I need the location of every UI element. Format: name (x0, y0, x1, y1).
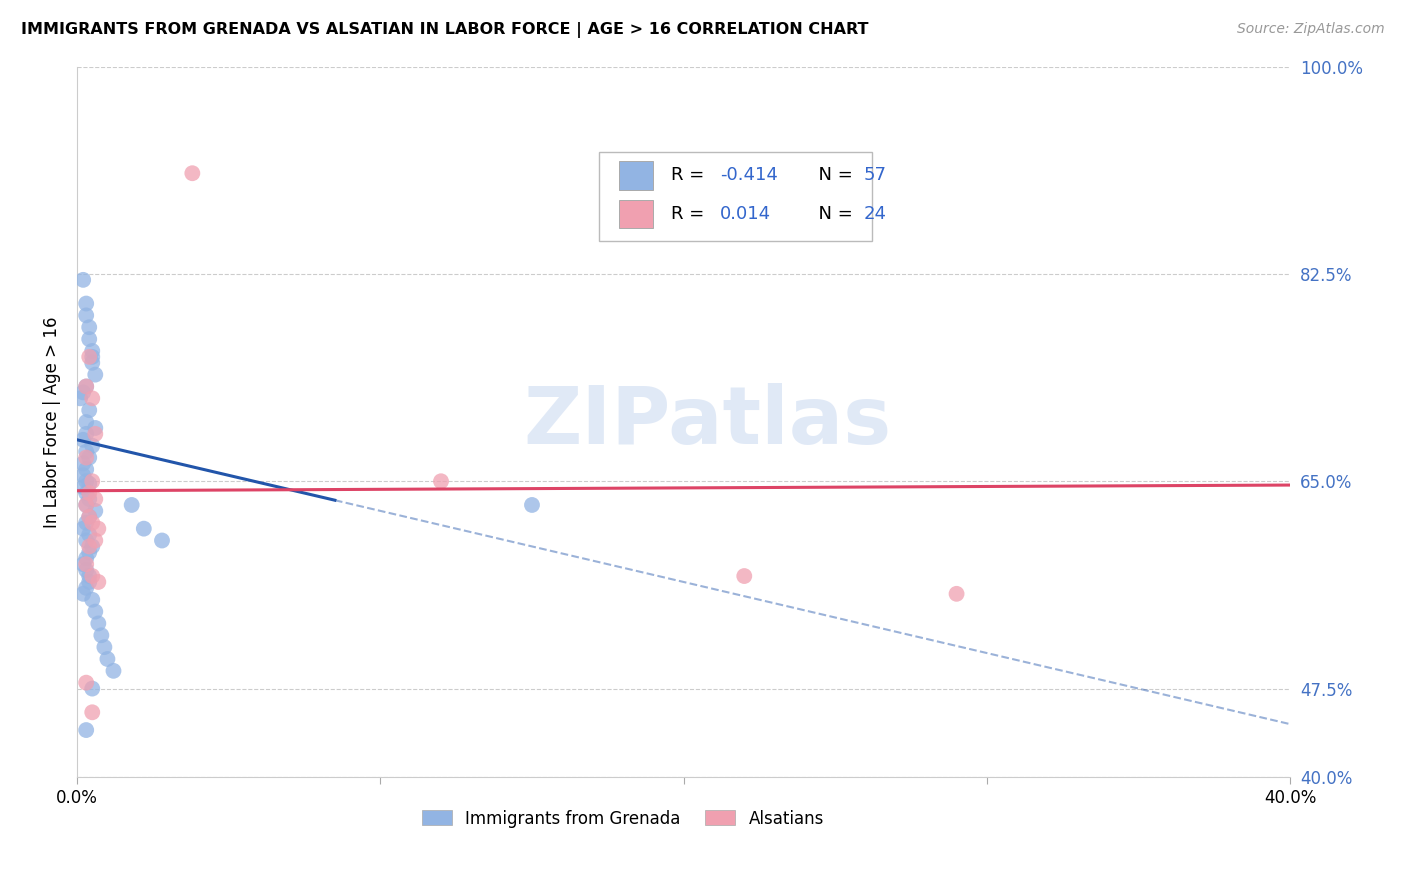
Point (82, 540, 104, 554)
Point (82, 592, 104, 607)
Point (87, 574, 110, 589)
Point (72, 480, 94, 494)
Point (84, 605, 107, 619)
Point (77, 476, 100, 491)
Text: 24: 24 (863, 205, 886, 223)
Bar (619, 200, 654, 228)
Point (150, 533, 173, 548)
Text: R =: R = (672, 205, 710, 223)
FancyBboxPatch shape (599, 152, 872, 241)
Point (82, 475, 104, 489)
Point (75, 475, 97, 489)
Point (72, 558, 94, 572)
Point (75, 426, 97, 441)
Point (82, 356, 104, 370)
Point (72, 587, 94, 601)
Point (72, 457, 94, 471)
Point (82, 681, 104, 696)
Point (75, 675, 97, 690)
Point (82, 343, 104, 358)
Point (77, 332, 100, 346)
Point (75, 723, 97, 737)
Text: Source: ZipAtlas.com: Source: ZipAtlas.com (1237, 22, 1385, 37)
Text: N =: N = (807, 205, 859, 223)
Point (72, 433, 94, 447)
Point (77, 545, 100, 559)
Text: R =: R = (672, 167, 710, 185)
Point (96, 652, 118, 666)
Point (84, 426, 107, 441)
Point (77, 540, 100, 554)
Point (77, 403, 100, 417)
Point (945, 587, 967, 601)
Point (72, 273, 94, 287)
Point (77, 574, 100, 589)
Point (430, 475, 453, 489)
Point (520, 498, 543, 512)
Point (84, 491, 107, 506)
Point (121, 498, 143, 512)
Point (733, 569, 755, 583)
Point (82, 350, 104, 364)
Point (75, 309, 97, 323)
Point (84, 504, 107, 518)
Point (84, 421, 107, 435)
Legend: Immigrants from Grenada, Alsatians: Immigrants from Grenada, Alsatians (415, 803, 831, 834)
Point (90, 628, 112, 642)
Point (77, 350, 100, 364)
Point (69, 392, 91, 406)
Point (82, 569, 104, 583)
Text: ZIPatlas: ZIPatlas (524, 383, 891, 461)
Text: IMMIGRANTS FROM GRENADA VS ALSATIAN IN LABOR FORCE | AGE > 16 CORRELATION CHART: IMMIGRANTS FROM GRENADA VS ALSATIAN IN L… (21, 22, 869, 38)
Point (72, 385, 94, 400)
Text: -0.414: -0.414 (720, 167, 778, 185)
Point (82, 516, 104, 530)
Point (87, 522, 110, 536)
Point (181, 166, 204, 180)
Point (75, 486, 97, 500)
Point (75, 379, 97, 393)
Point (75, 450, 97, 465)
Point (75, 415, 97, 429)
Point (75, 533, 97, 548)
Y-axis label: In Labor Force | Age > 16: In Labor Force | Age > 16 (44, 317, 60, 528)
Point (77, 491, 100, 506)
Point (93, 640, 115, 654)
Point (72, 468, 94, 483)
Point (77, 486, 100, 500)
Point (77, 509, 100, 524)
Text: 57: 57 (863, 167, 886, 185)
Text: N =: N = (807, 167, 859, 185)
Bar (619, 161, 654, 190)
Point (75, 551, 97, 566)
Point (75, 563, 97, 577)
Point (77, 527, 100, 541)
Point (84, 533, 107, 548)
Point (75, 462, 97, 476)
Point (75, 379, 97, 393)
Point (75, 498, 97, 512)
Point (75, 498, 97, 512)
Point (77, 509, 100, 524)
Point (77, 320, 100, 334)
Point (82, 392, 104, 406)
Point (72, 522, 94, 536)
Point (82, 706, 104, 720)
Point (75, 444, 97, 458)
Point (75, 296, 97, 310)
Point (87, 616, 110, 631)
Point (103, 664, 125, 678)
Point (75, 558, 97, 572)
Point (84, 368, 107, 382)
Point (77, 569, 100, 583)
Point (75, 581, 97, 595)
Point (75, 516, 97, 530)
Point (132, 522, 155, 536)
Point (77, 450, 100, 465)
Text: 0.014: 0.014 (720, 205, 770, 223)
Point (82, 439, 104, 453)
